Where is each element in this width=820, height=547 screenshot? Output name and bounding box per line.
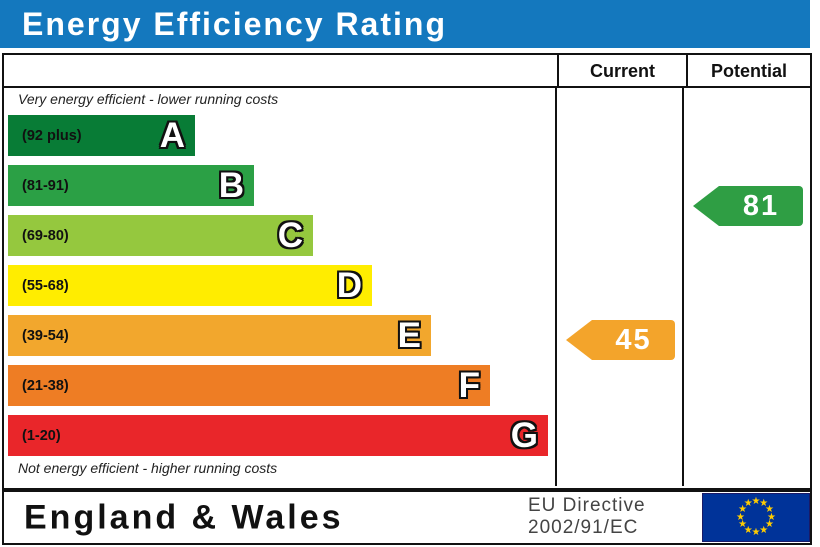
rating-band: (55-68) D: [8, 265, 372, 306]
band-range-label: (55-68): [22, 277, 69, 294]
eu-star-icon: ★: [736, 511, 745, 523]
band-range-label: (69-80): [22, 227, 69, 244]
band-letter: G: [510, 416, 538, 455]
rating-table: Current Potential Very energy efficient …: [2, 53, 812, 490]
bands-column: Very energy efficient - lower running co…: [4, 88, 557, 486]
potential-column: 81: [684, 88, 810, 486]
eu-star-icon: ★: [764, 503, 774, 515]
current-column: 45: [557, 88, 684, 486]
title-bar: Energy Efficiency Rating: [0, 0, 810, 48]
potential-rating-value: 81: [719, 186, 803, 226]
eu-star-icon: ★: [764, 519, 774, 531]
band-range-label: (39-54): [22, 327, 69, 344]
left-arrow-tip-icon: [693, 186, 719, 226]
eu-star-icon: ★: [759, 498, 769, 510]
band-letter: C: [277, 216, 303, 255]
rating-band: (1-20) G: [8, 415, 548, 456]
eu-flag-icon: ★ ★ ★ ★ ★ ★ ★ ★ ★ ★ ★ ★: [702, 493, 810, 542]
band-range-label: (81-91): [22, 177, 69, 194]
column-header-potential: Potential: [686, 55, 810, 86]
band-letter: E: [397, 316, 421, 355]
eu-directive-line2: 2002/91/EC: [528, 517, 639, 538]
current-rating-arrow: 45: [566, 320, 675, 360]
band-letter: B: [218, 166, 244, 205]
left-arrow-tip-icon: [566, 320, 592, 360]
band-range-label: (1-20): [22, 427, 61, 444]
eu-directive-label: EU Directive 2002/91/EC: [528, 495, 646, 539]
rating-bands: (92 plus) A (81-91) B (69-80) C (55-68) …: [8, 115, 548, 465]
eu-star-icon: ★: [738, 519, 748, 531]
eu-directive-line1: EU Directive: [528, 495, 646, 516]
rating-band: (92 plus) A: [8, 115, 195, 156]
band-letter: A: [159, 116, 185, 155]
rating-band: (39-54) E: [8, 315, 431, 356]
current-rating-value: 45: [592, 320, 675, 360]
band-letter: F: [458, 366, 480, 405]
eu-star-icon: ★: [743, 524, 753, 536]
region-label: England & Wales: [24, 498, 344, 536]
top-note: Very energy efficient - lower running co…: [18, 91, 279, 107]
header-spacer: [4, 55, 557, 86]
bottom-note: Not energy efficient - higher running co…: [18, 460, 278, 476]
eu-star-icon: ★: [738, 503, 748, 515]
table-body: Very energy efficient - lower running co…: [4, 88, 810, 486]
potential-rating-arrow: 81: [693, 186, 803, 226]
eu-star-icon: ★: [751, 527, 761, 538]
eu-star-icon: ★: [767, 511, 776, 523]
eu-star-icon: ★: [759, 524, 769, 536]
band-letter: D: [336, 266, 362, 305]
eu-star-icon: ★: [751, 496, 761, 507]
footer-bar: England & Wales EU Directive 2002/91/EC …: [2, 490, 812, 545]
rating-band: (69-80) C: [8, 215, 313, 256]
table-header-row: Current Potential: [4, 55, 810, 88]
column-header-current: Current: [557, 55, 686, 86]
band-range-label: (21-38): [22, 377, 69, 394]
rating-band: (21-38) F: [8, 365, 490, 406]
band-range-label: (92 plus): [22, 127, 82, 144]
page-title: Energy Efficiency Rating: [22, 5, 447, 42]
eu-star-icon: ★: [743, 498, 753, 510]
rating-band: (81-91) B: [8, 165, 254, 206]
